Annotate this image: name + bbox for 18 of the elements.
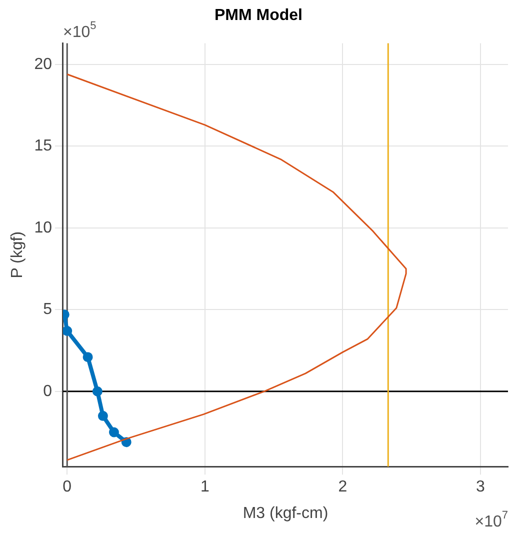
- y-tick-label: 15: [34, 138, 52, 155]
- point: [82, 352, 93, 362]
- x-tick-label: 0: [62, 478, 72, 496]
- x-tick-label: 1: [200, 478, 210, 496]
- y-tick-label: 0: [43, 382, 52, 400]
- y-tick-label: 10: [34, 219, 52, 236]
- point: [92, 386, 102, 396]
- point: [108, 427, 119, 438]
- point: [121, 437, 132, 448]
- y-axis-title: P (kgf): [9, 231, 26, 278]
- point: [62, 326, 72, 336]
- chart-title: PMM Model: [214, 7, 302, 24]
- x-tick-label: 3: [476, 478, 485, 496]
- x-axis-title: M3 (kgf-cm): [242, 504, 328, 522]
- y-tick-label: 5: [43, 301, 52, 318]
- y-tick-label: 20: [34, 56, 52, 73]
- point: [98, 410, 108, 421]
- x-tick-label: 2: [338, 478, 348, 496]
